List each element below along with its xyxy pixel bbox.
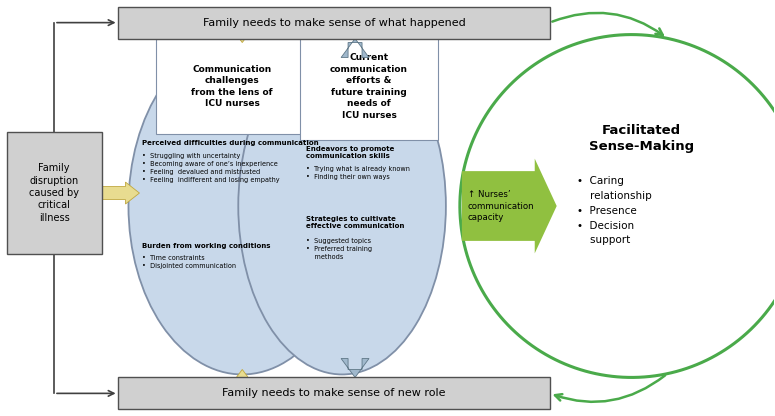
Text: Endeavors to promote
communication skills: Endeavors to promote communication skill… bbox=[306, 146, 394, 159]
FancyBboxPatch shape bbox=[300, 32, 438, 140]
Text: Family needs to make sense of what happened: Family needs to make sense of what happe… bbox=[203, 17, 466, 27]
Text: Perceived difficulties during communication: Perceived difficulties during communicat… bbox=[143, 140, 319, 146]
Text: •  Time constraints
•  Disjointed communication: • Time constraints • Disjointed communic… bbox=[143, 255, 236, 269]
FancyBboxPatch shape bbox=[157, 39, 308, 134]
Text: ↑ Nurses’
communication
capacity: ↑ Nurses’ communication capacity bbox=[468, 190, 535, 222]
Ellipse shape bbox=[129, 37, 356, 374]
Text: Burden from working conditions: Burden from working conditions bbox=[143, 243, 271, 249]
FancyBboxPatch shape bbox=[119, 377, 549, 409]
Text: Strategies to cultivate
effective communication: Strategies to cultivate effective commun… bbox=[306, 216, 405, 229]
Text: Family
disruption
caused by
critical
illness: Family disruption caused by critical ill… bbox=[29, 163, 79, 223]
FancyBboxPatch shape bbox=[7, 132, 102, 254]
FancyArrow shape bbox=[102, 182, 140, 204]
FancyArrow shape bbox=[341, 39, 369, 57]
Text: •  Struggling with uncertainty
•  Becoming aware of one’s inexperience
•  Feelin: • Struggling with uncertainty • Becoming… bbox=[143, 153, 280, 183]
Text: Facilitated
Sense-Making: Facilitated Sense-Making bbox=[589, 124, 694, 153]
FancyArrow shape bbox=[462, 158, 556, 253]
FancyArrow shape bbox=[229, 369, 257, 389]
Text: Communication
challenges
from the lens of
ICU nurses: Communication challenges from the lens o… bbox=[191, 65, 273, 108]
Text: Family needs to make sense of new role: Family needs to make sense of new role bbox=[222, 389, 446, 399]
Text: •  Suggested topics
•  Preferred training
    methods: • Suggested topics • Preferred training … bbox=[306, 238, 372, 260]
FancyArrow shape bbox=[341, 359, 369, 377]
Text: Current
communication
efforts &
future training
needs of
ICU nurses: Current communication efforts & future t… bbox=[330, 53, 408, 119]
Ellipse shape bbox=[238, 37, 446, 374]
Text: •  Caring
    relationship
•  Presence
•  Decision
    support: • Caring relationship • Presence • Decis… bbox=[577, 176, 652, 245]
FancyBboxPatch shape bbox=[119, 7, 549, 39]
Text: •  Trying what is already known
•  Finding their own ways: • Trying what is already known • Finding… bbox=[306, 166, 410, 180]
FancyArrow shape bbox=[229, 24, 257, 42]
